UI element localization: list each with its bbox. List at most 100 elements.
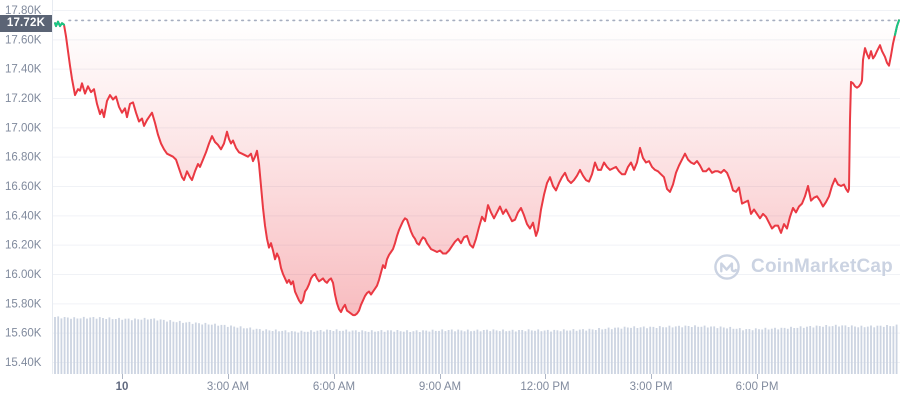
volume-bar: [262, 330, 264, 374]
volume-bar: [76, 318, 79, 374]
volume-bar: [418, 332, 421, 374]
volume-bar: [841, 325, 844, 374]
volume-bar: [482, 330, 485, 374]
volume-bar: [783, 327, 786, 374]
volume-bar: [729, 326, 732, 374]
volume-bar: [86, 318, 88, 374]
volume-bar: [114, 319, 117, 374]
volume-bar: [793, 328, 796, 374]
volume-bar: [258, 329, 261, 374]
volume-bar: [870, 325, 872, 374]
watermark-text: CoinMarketCap: [751, 256, 893, 277]
volume-bar: [105, 319, 108, 374]
volume-bar: [185, 322, 188, 374]
volume-bar: [447, 330, 450, 374]
volume-bar: [652, 326, 655, 374]
volume-bar: [601, 329, 604, 374]
volume-bar: [847, 327, 850, 374]
x-axis-label: 9:00 AM: [419, 381, 461, 393]
volume-bar: [796, 327, 799, 374]
volume-bar: [441, 329, 444, 374]
volume-bar: [422, 330, 424, 374]
volume-bar: [886, 325, 888, 374]
volume-bar: [194, 322, 197, 374]
volume-bar: [82, 316, 85, 374]
volume-bar: [281, 330, 284, 374]
volume-bar: [351, 330, 354, 374]
volume-bar: [239, 326, 242, 374]
volume-bar: [127, 318, 130, 374]
volume-bar: [700, 326, 703, 374]
volume-bar: [534, 330, 536, 374]
x-axis-label: 3:00 AM: [207, 381, 249, 393]
y-axis-label: 15.80K: [5, 298, 42, 310]
volume-bar: [514, 331, 517, 374]
volume-bar: [818, 326, 821, 374]
volume-bar: [374, 331, 376, 374]
volume-bar: [460, 330, 463, 374]
volume-bar: [770, 328, 773, 374]
volume-bar: [303, 331, 306, 374]
volume-bar: [98, 317, 101, 374]
volume-bar: [329, 330, 332, 374]
volume-bar: [406, 330, 408, 374]
volume-bar: [150, 318, 152, 374]
price-line: [54, 19, 900, 317]
volume-bar: [799, 326, 802, 374]
volume-bar: [726, 328, 728, 374]
volume-bar: [415, 330, 418, 374]
volume-bar: [546, 329, 549, 374]
volume-bar: [207, 324, 210, 374]
volume-bar: [457, 329, 460, 374]
volume-bar: [242, 328, 245, 374]
volume-bar: [466, 329, 469, 374]
volume-bar: [217, 325, 220, 374]
volume-bar: [713, 326, 716, 374]
volume-bar: [828, 326, 831, 374]
volume-bar: [479, 331, 482, 374]
volume-bar: [54, 317, 56, 374]
volume-bar: [476, 329, 479, 374]
x-axis-label: 3:00 PM: [630, 381, 673, 393]
volume-bar: [876, 325, 879, 374]
volume-bar: [636, 328, 639, 374]
current-price-badge: 17.72K: [0, 15, 52, 32]
volume-bar: [322, 331, 325, 374]
volume-bar: [326, 329, 328, 374]
volume-bars: [54, 316, 898, 374]
volume-bar: [646, 328, 648, 374]
coinmarketcap-logo-icon: [714, 254, 740, 280]
volume-bar: [335, 329, 338, 374]
volume-bar: [495, 330, 498, 374]
volume-bar: [671, 327, 674, 374]
volume-bar: [95, 318, 98, 374]
volume-bar: [220, 324, 223, 374]
volume-bar: [518, 330, 520, 374]
volume-bar: [508, 330, 511, 374]
volume-bar: [146, 319, 149, 374]
volume-bar: [255, 328, 258, 374]
volume-bar: [431, 329, 434, 374]
volume-bar: [521, 330, 524, 374]
volume-bar: [527, 329, 530, 374]
volume-bar: [345, 329, 348, 374]
volume-bar: [857, 327, 860, 374]
volume-bar: [582, 329, 584, 374]
y-axis-label: 16.60K: [5, 181, 42, 193]
volume-bar: [63, 317, 66, 374]
volume-bar: [758, 329, 760, 374]
volume-bar: [473, 330, 476, 374]
volume-bar: [204, 322, 207, 374]
volume-bar: [553, 329, 556, 374]
volume-bar: [665, 327, 668, 374]
volume-bar: [678, 325, 680, 374]
volume-bar: [604, 328, 607, 374]
volume-bar: [815, 325, 818, 374]
volume-bar: [806, 326, 808, 374]
volume-bar: [380, 330, 383, 374]
volume-bar: [383, 331, 386, 374]
volume-bar: [649, 326, 652, 374]
volume-bar: [498, 331, 501, 374]
